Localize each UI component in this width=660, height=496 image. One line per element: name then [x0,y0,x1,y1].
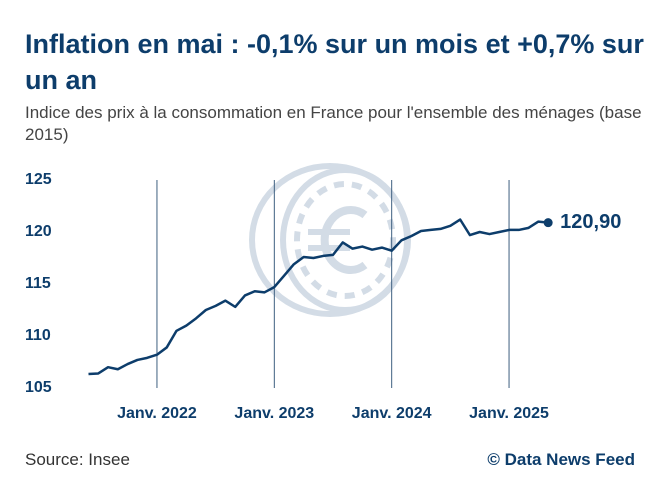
y-tick-label: 110 [25,327,51,344]
line [88,218,549,376]
value-label: 120,90 [560,211,621,233]
y-tick-label: 120 [25,223,52,240]
x-tick-label: Janv. 2025 [469,405,549,422]
x-tick-label: Janv. 2023 [234,405,314,422]
x-tick-label: Janv. 2024 [352,405,432,422]
y-tick-label: 115 [25,275,51,292]
y-tick-label: 125 [25,171,52,188]
chart-subtitle: Indice des prix à la consommation en Fra… [25,103,642,144]
watermark [249,163,411,317]
end-dot [543,218,553,228]
source: Source: Insee [25,450,130,469]
y-tick-label: 105 [25,379,52,396]
x-tick-label: Janv. 2022 [117,405,197,422]
credit: © Data News Feed [487,450,635,469]
chart-title: Inflation en mai : -0,1% sur un mois et … [25,29,644,95]
